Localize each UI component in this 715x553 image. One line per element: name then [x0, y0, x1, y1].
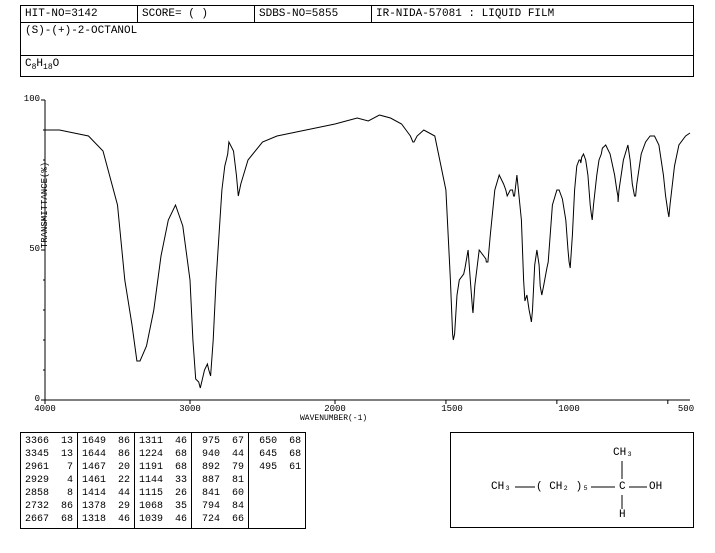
structure-box: CH₃ CH₃ ( CH₂ )₅ C OH H — [450, 432, 694, 528]
structure-bonds — [451, 433, 693, 527]
xtick-1500: 1500 — [432, 404, 472, 414]
ytick-100: 100 — [10, 94, 40, 104]
y-axis-label: TRANSMITTANCE(%) — [40, 162, 50, 248]
x-axis-label: WAVENUMBER(-1) — [300, 414, 367, 423]
xtick-4000: 4000 — [25, 404, 65, 414]
xtick-3000: 3000 — [170, 404, 210, 414]
xtick-500: 500 — [666, 404, 706, 414]
xtick-2000: 2000 — [315, 404, 355, 414]
ytick-50: 50 — [10, 244, 40, 254]
ytick-0: 0 — [10, 394, 40, 404]
xtick-1000: 1000 — [549, 404, 589, 414]
peak-table: 3366 133345 132961 72929 42858 82732 862… — [20, 432, 306, 529]
ir-spectrum-chart — [0, 0, 715, 420]
